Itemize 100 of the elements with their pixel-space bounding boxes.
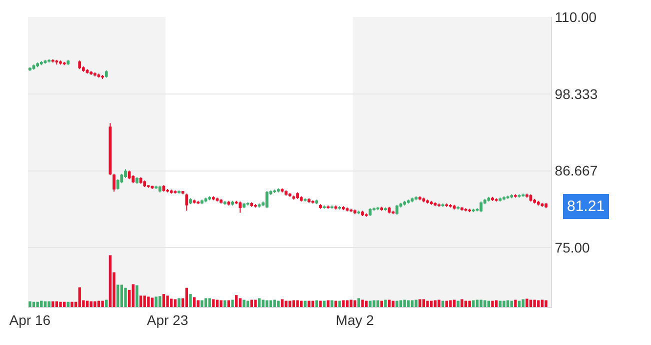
candlestick: [101, 74, 104, 80]
candlestick: [449, 204, 452, 208]
candlestick: [128, 170, 131, 180]
candlestick: [51, 58, 54, 63]
candlestick: [284, 190, 288, 196]
candlestick: [238, 201, 242, 214]
bar: [231, 300, 234, 307]
candlestick: [36, 62, 39, 68]
candlestick: [403, 200, 406, 206]
bar: [422, 299, 426, 307]
bar: [269, 300, 272, 307]
bar: [388, 300, 391, 307]
candlestick: [266, 190, 268, 209]
bar: [354, 300, 356, 307]
bar: [105, 300, 108, 307]
candlestick: [227, 200, 230, 206]
bar: [208, 298, 211, 307]
bar: [70, 302, 74, 307]
bar: [434, 300, 436, 307]
candlestick: [97, 73, 100, 78]
candlestick: [40, 60, 43, 66]
candlestick: [212, 196, 215, 201]
candlestick: [59, 60, 62, 65]
bar: [426, 300, 429, 307]
bar: [40, 300, 43, 307]
candlestick: [300, 196, 303, 202]
bar: [514, 300, 517, 307]
candlestick: [200, 199, 204, 205]
candlestick: [544, 202, 548, 209]
bar: [292, 300, 296, 307]
bar: [396, 300, 398, 307]
bar: [250, 300, 253, 307]
bar: [242, 300, 246, 307]
candlestick: [174, 190, 177, 194]
candlestick: [132, 174, 135, 184]
candlestick: [146, 184, 150, 188]
candlestick: [406, 199, 410, 204]
bar: [529, 300, 532, 307]
bar: [468, 300, 471, 307]
bar: [399, 300, 402, 307]
bar: [445, 300, 448, 307]
bar: [235, 295, 238, 307]
bar: [116, 284, 120, 307]
bar: [162, 294, 166, 307]
candlestick: [315, 199, 318, 205]
bar: [212, 299, 215, 307]
bar: [484, 300, 486, 307]
bar: [334, 300, 338, 307]
candlestick: [376, 206, 380, 211]
bar: [456, 300, 460, 307]
bar: [544, 300, 548, 307]
candlestick: [445, 203, 448, 208]
bar: [78, 287, 81, 307]
bar: [48, 301, 50, 307]
bar: [36, 302, 39, 307]
candlestick: [536, 200, 540, 206]
bar: [418, 299, 422, 307]
candlestick: [441, 203, 444, 208]
bar: [28, 301, 32, 307]
candlestick: [319, 204, 322, 210]
bar: [178, 298, 180, 307]
bar: [216, 300, 219, 307]
candlestick: [395, 204, 398, 216]
candlestick: [86, 68, 89, 74]
candlestick: [204, 197, 208, 203]
candlestick: [510, 194, 514, 199]
bar: [480, 300, 482, 307]
bar: [322, 300, 326, 307]
candlestick: [93, 72, 96, 77]
candlestick: [178, 190, 180, 194]
candlestick: [311, 200, 314, 204]
candlestick: [410, 197, 414, 203]
bar: [44, 301, 47, 307]
bar: [124, 288, 127, 307]
bar: [185, 288, 188, 307]
y-tick-label: 98.333: [554, 86, 598, 102]
bar: [132, 284, 134, 307]
candlestick: [28, 66, 32, 72]
bar: [357, 298, 360, 307]
candlestick: [139, 176, 142, 184]
bar: [284, 300, 288, 307]
candlestick: [181, 190, 184, 195]
candlestick: [364, 212, 368, 218]
bar: [372, 300, 376, 307]
candlestick: [220, 198, 222, 204]
bar: [288, 300, 292, 307]
x-tick-label: May 2: [336, 312, 374, 328]
candlestick: [414, 196, 418, 201]
bar: [262, 300, 264, 307]
bar: [315, 300, 318, 307]
candlestick: [434, 202, 437, 207]
candlestick: [464, 208, 468, 212]
bar: [518, 300, 521, 307]
candlestick: [223, 200, 226, 206]
candlestick: [342, 206, 345, 211]
candlestick: [250, 202, 254, 208]
bar: [227, 300, 230, 307]
candlestick: [438, 203, 440, 208]
bar: [280, 299, 284, 307]
bar: [296, 300, 299, 307]
